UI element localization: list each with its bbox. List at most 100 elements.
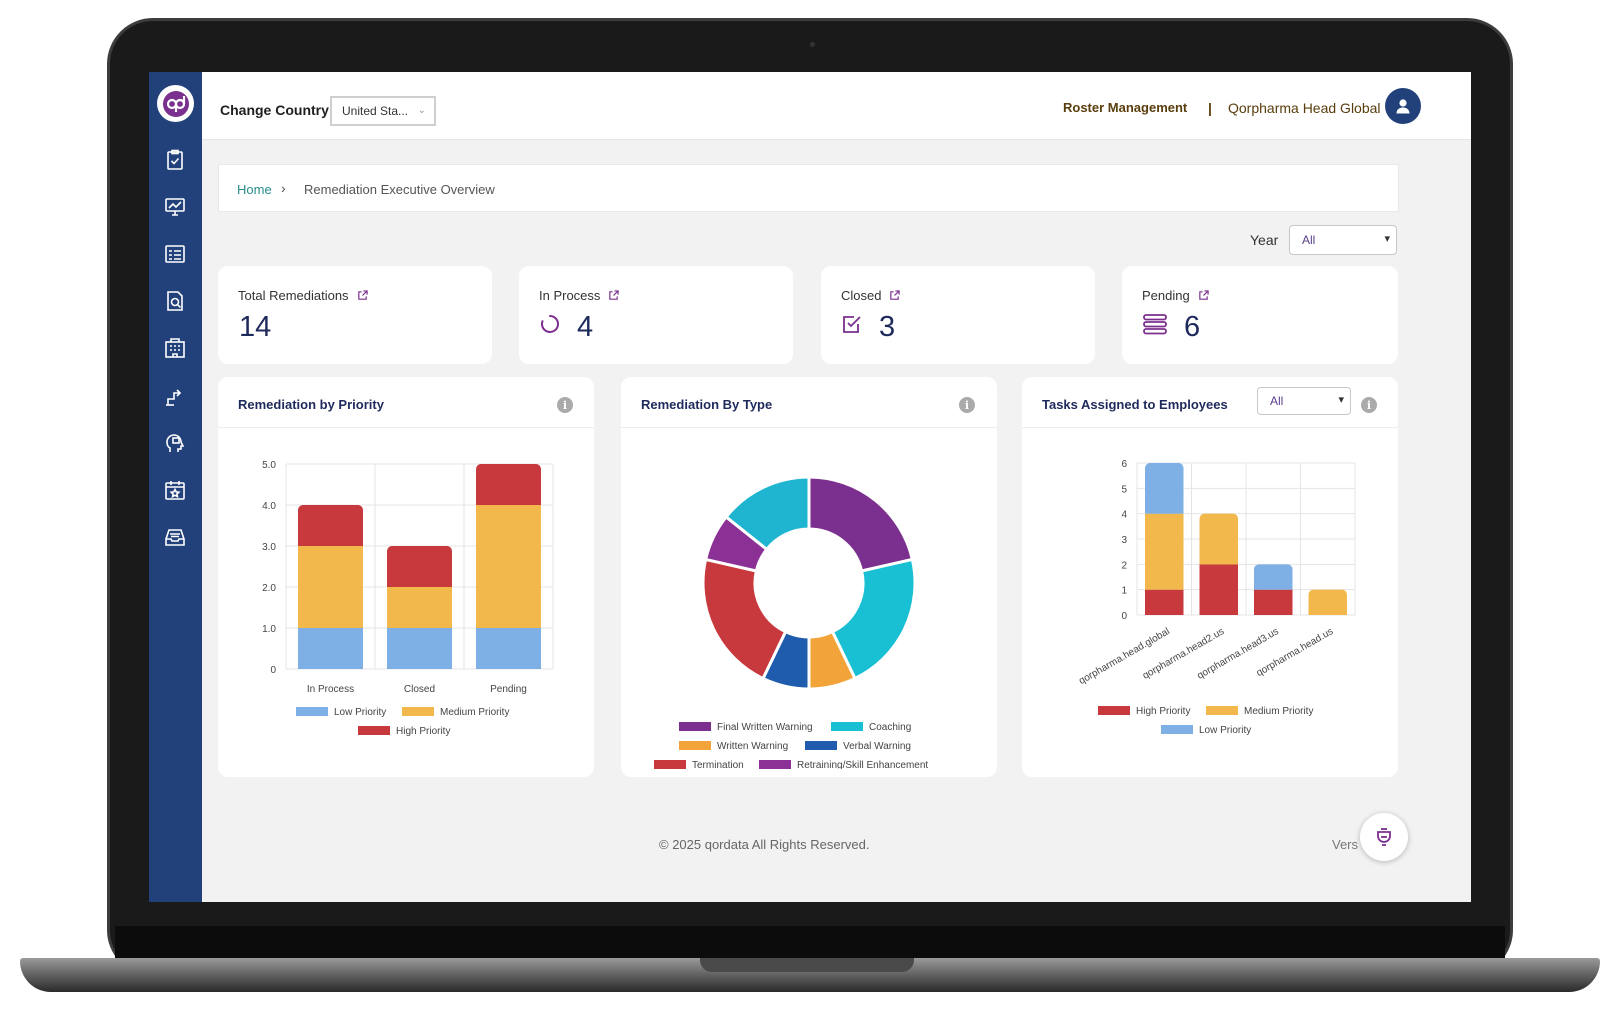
laptop-notch (700, 958, 914, 972)
document-search-icon[interactable] (163, 289, 187, 313)
y-tick-label: 5.0 (262, 460, 276, 471)
y-tick-label: 3 (1121, 535, 1127, 546)
bar-segment (1199, 564, 1238, 615)
monitor-chart-icon[interactable] (163, 195, 187, 219)
external-link-icon[interactable] (608, 290, 620, 301)
legend-swatch (679, 722, 711, 731)
legend-swatch (1206, 706, 1238, 715)
breadcrumb: Home › Remediation Executive Overview (218, 164, 1399, 212)
bar-segment-fill (387, 552, 452, 587)
year-label: Year (1250, 232, 1279, 248)
top-bar: Change Country United Sta... ⌄ Roster Ma… (202, 72, 1471, 140)
y-tick-label: 2 (1121, 560, 1127, 571)
legend-label: Final Written Warning (717, 722, 813, 733)
y-tick-label: 4.0 (262, 501, 276, 512)
kpi-card-closed[interactable]: Closed 3 (821, 266, 1095, 364)
breadcrumb-home[interactable]: Home (237, 182, 272, 197)
version-text: Vers (1332, 837, 1359, 852)
kpi-title-row: Pending (1142, 288, 1209, 303)
country-value: United Sta... (342, 104, 409, 118)
y-tick-label: 1.0 (262, 624, 276, 635)
y-tick-label: 1 (1121, 586, 1127, 597)
legend-swatch (358, 726, 390, 735)
kpi-value: 14 (239, 311, 272, 343)
assistant-icon (1377, 828, 1391, 846)
bar-segment (1254, 589, 1293, 615)
external-link-icon[interactable] (357, 290, 368, 301)
legend-swatch (1098, 706, 1130, 715)
head-idea-icon[interactable] (163, 431, 187, 455)
divider (1022, 427, 1398, 428)
spinner-icon (541, 315, 559, 333)
legend-label: Termination (692, 760, 744, 769)
bar-segment-fill (1199, 519, 1238, 565)
bar-segment (298, 628, 363, 669)
org-name[interactable]: Qorpharma Head Global (1228, 100, 1381, 116)
divider (218, 427, 594, 428)
priority-bar-chart: 5.0 4.0 3.0 2.0 1.0 0 In Process Closed Pending L… (262, 460, 554, 737)
clipboard-check-icon[interactable] (163, 148, 187, 172)
panel-remediation-priority: Remediation by Priority i 5.0 4.0 3.0 2.0 1.… (218, 377, 594, 777)
info-icon[interactable]: i (557, 397, 573, 413)
info-icon[interactable]: i (1361, 397, 1377, 413)
legend-label: Medium Priority (440, 707, 509, 718)
legend-swatch (402, 707, 434, 716)
legend-swatch (831, 722, 863, 731)
x-tick-label: Pending (490, 684, 527, 695)
chevron-right-icon: › (281, 180, 286, 196)
donut-slice (701, 557, 788, 681)
y-tick-label: 0 (1121, 611, 1127, 622)
y-tick-label: 0 (270, 665, 276, 676)
x-tick-label: qorpharma.head.global (1077, 626, 1172, 687)
kpi-label: Total Remediations (238, 288, 349, 303)
kpi-card-in-process[interactable]: In Process 4 (519, 266, 793, 364)
sidebar (149, 72, 202, 902)
qordata-logo[interactable] (157, 85, 194, 122)
calendar-star-icon[interactable] (163, 478, 187, 502)
stack-list-icon (1143, 314, 1167, 335)
user-avatar[interactable] (1385, 88, 1421, 124)
bar-segment (1145, 513, 1184, 590)
legend-label: Retraining/Skill Enhancement (797, 760, 928, 769)
bar-segment (298, 546, 363, 628)
kpi-title-row: Closed (841, 288, 901, 303)
kpi-value: 3 (879, 311, 896, 343)
external-link-icon[interactable] (1198, 290, 1209, 301)
inbox-tray-icon[interactable] (163, 525, 187, 549)
header-separator: | (1208, 100, 1212, 116)
kpi-label: In Process (539, 288, 601, 303)
kpi-value: 6 (1184, 311, 1201, 343)
country-dropdown[interactable]: United Sta... ⌄ (330, 96, 436, 126)
bar-segment (387, 628, 452, 669)
roster-management-link[interactable]: Roster Management (1063, 100, 1188, 115)
form-list-icon[interactable] (163, 242, 187, 266)
legend-swatch (654, 760, 686, 769)
help-chat-button[interactable] (1360, 813, 1408, 861)
donut-slice (830, 557, 917, 681)
legend-swatch (679, 741, 711, 750)
external-link-icon[interactable] (889, 290, 901, 301)
kpi-card-total[interactable]: Total Remediations 14 (218, 266, 492, 364)
tasks-bar-chart: 6543210qorpharma.head.globalqorpharma.he… (1077, 459, 1356, 736)
laptop-bezel-bottom (115, 926, 1505, 964)
copyright-text: © 2025 qordata All Rights Reserved. (659, 837, 870, 852)
employee-filter-dropdown[interactable]: All ▾ (1257, 387, 1351, 415)
checkbox-checked-icon (843, 316, 861, 333)
building-icon[interactable] (163, 336, 187, 360)
kpi-card-pending[interactable]: Pending 6 (1122, 266, 1398, 364)
kpi-label: Closed (841, 288, 882, 303)
legend-label: Written Warning (717, 741, 788, 752)
type-donut-chart: Final Written Warning Coaching Written War… (654, 475, 928, 769)
x-tick-label: Closed (404, 684, 435, 695)
year-dropdown[interactable]: All ▾ (1289, 225, 1397, 255)
info-icon[interactable]: i (959, 397, 975, 413)
chevron-down-icon: ⌄ (417, 105, 426, 116)
legend-label: Low Priority (334, 707, 386, 718)
change-country-label: Change Country (220, 102, 329, 118)
escalation-arrows-icon[interactable] (163, 384, 187, 408)
panel-title: Remediation By Type (641, 397, 773, 412)
bar-segment (387, 587, 452, 628)
legend-swatch (296, 707, 328, 716)
panel-title: Tasks Assigned to Employees (1042, 397, 1228, 412)
y-tick-label: 6 (1121, 459, 1127, 470)
